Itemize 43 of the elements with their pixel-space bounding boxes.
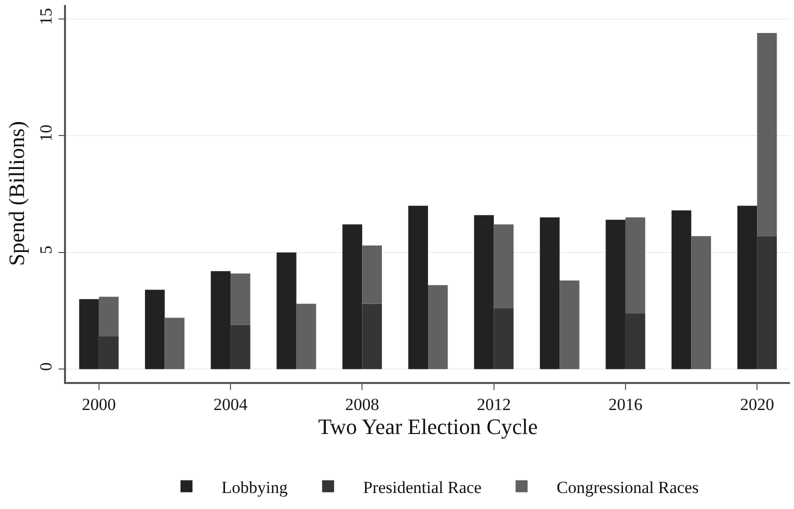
y-tick-label: 15 [36, 8, 56, 25]
x-tick-label: 2020 [740, 395, 774, 414]
x-tick-label: 2004 [214, 395, 248, 414]
bar [276, 252, 296, 370]
bar [691, 236, 712, 370]
x-tick-label: 2012 [476, 395, 511, 414]
bar [625, 313, 646, 370]
bar [230, 273, 250, 325]
bar [757, 236, 777, 370]
bar [672, 210, 692, 370]
bar [362, 304, 382, 370]
bar [560, 280, 580, 370]
y-tick-label: 0 [36, 362, 56, 371]
y-tick-label: 10 [36, 124, 56, 142]
bar [494, 224, 514, 308]
bar [757, 33, 777, 236]
bar [164, 318, 184, 370]
legend-label: Lobbying [222, 478, 288, 497]
bar [362, 245, 382, 304]
x-tick-label: 2008 [345, 395, 380, 414]
bar [606, 220, 626, 370]
bar [230, 324, 250, 370]
bar [494, 308, 514, 370]
bar [737, 206, 758, 370]
legend-label: Congressional Races [556, 478, 699, 497]
bar [98, 296, 119, 336]
y-axis-title: Spend (Billions) [4, 121, 29, 266]
bar [428, 285, 448, 370]
legend-label: Presidential Race [363, 478, 482, 497]
bar [474, 215, 494, 370]
bar [408, 206, 428, 370]
bar [342, 224, 362, 370]
bar [98, 336, 119, 370]
bar [625, 217, 646, 314]
x-axis-title: Two Year Election Cycle [318, 414, 538, 440]
y-tick-label: 5 [36, 246, 56, 254]
bar [540, 217, 560, 370]
bar [296, 304, 316, 370]
x-tick-label: 2016 [608, 395, 642, 414]
x-tick-label: 2000 [82, 395, 116, 414]
bar [144, 290, 165, 370]
bar [79, 299, 99, 370]
bar [210, 271, 231, 370]
